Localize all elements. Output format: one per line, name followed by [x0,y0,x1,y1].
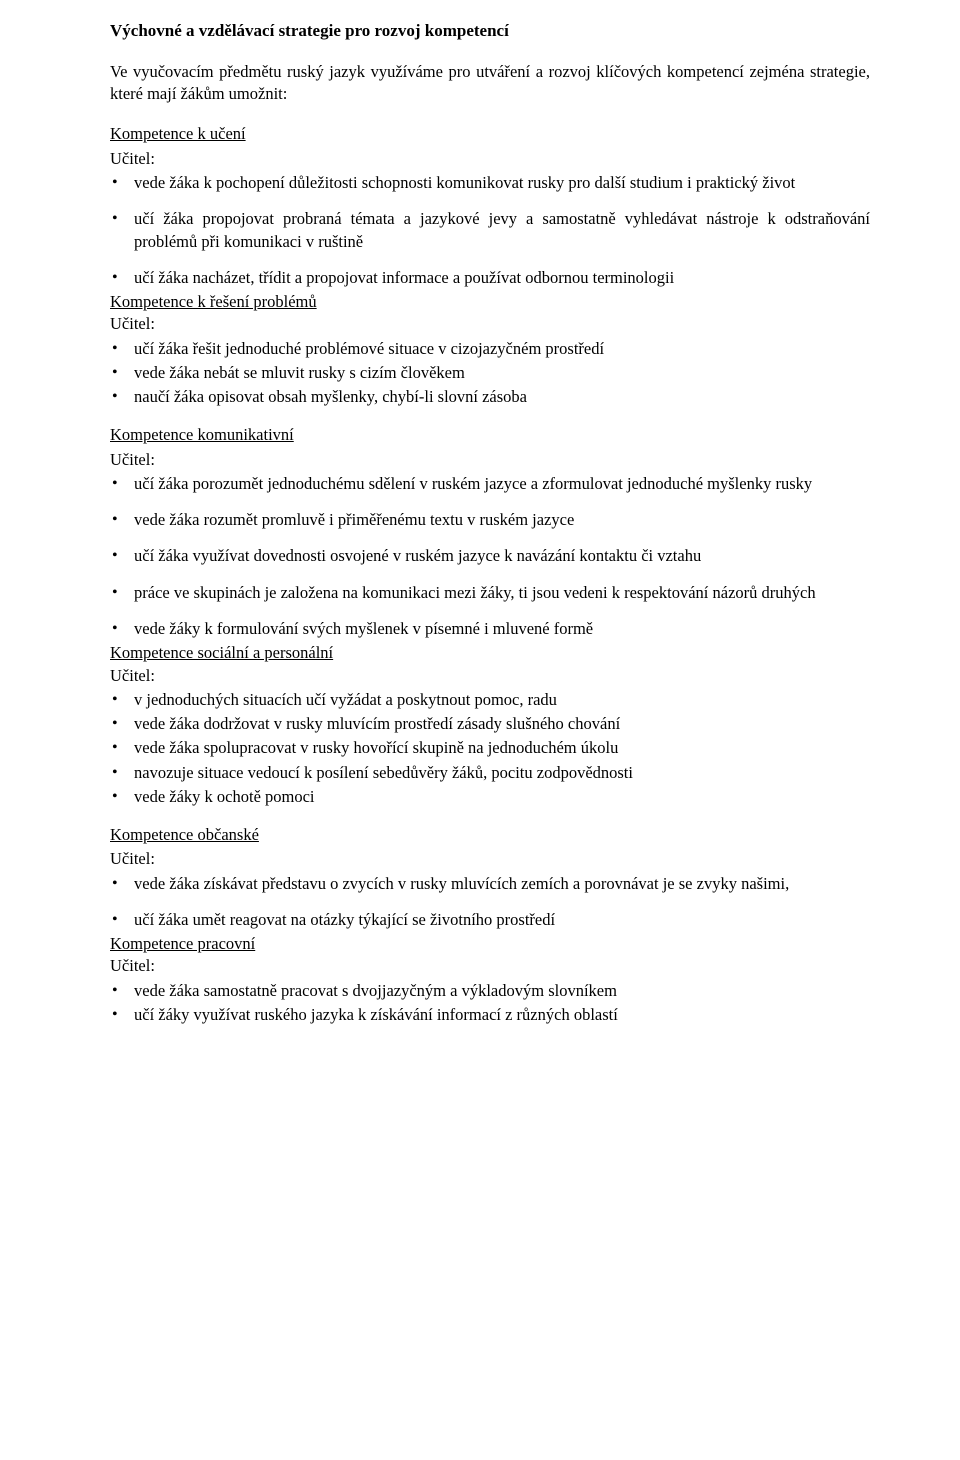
list-item: vede žáka získávat představu o zvycích v… [134,873,870,895]
list-item: učí žáka řešit jednoduché problémové sit… [134,338,870,360]
list-item: učí žáka využívat dovednosti osvojené v … [134,545,870,567]
section-heading-work: Kompetence pracovní [110,933,870,955]
section-heading-social: Kompetence sociální a personální [110,642,870,664]
list-item: učí žáka umět reagovat na otázky týkajíc… [134,909,870,931]
list-item: učí žáka propojovat probraná témata a ja… [134,208,870,253]
list-communicative: učí žáka porozumět jednoduchému sdělení … [110,473,870,640]
section-heading-text: Kompetence k řešení problémů [110,292,317,311]
list-social: v jednoduchých situacích učí vyžádat a p… [110,689,870,808]
list-item: navozuje situace vedoucí k posílení sebe… [134,762,870,784]
teacher-label: Učitel: [110,848,870,870]
list-item: práce ve skupinách je založena na komuni… [134,582,870,604]
section-heading-problem: Kompetence k řešení problémů [110,291,870,313]
list-item: vede žáka samostatně pracovat s dvojjazy… [134,980,870,1002]
teacher-label: Učitel: [110,148,870,170]
list-item: naučí žáka opisovat obsah myšlenky, chyb… [134,386,870,408]
section-heading-text: Kompetence pracovní [110,934,255,953]
list-item: vede žáka k pochopení důležitosti schopn… [134,172,870,194]
page-title: Výchovné a vzdělávací strategie pro rozv… [110,20,870,43]
section-heading-learning: Kompetence k učení [110,123,870,145]
list-item: vede žáky k ochotě pomoci [134,786,870,808]
section-heading-text: Kompetence sociální a personální [110,643,333,662]
list-item: vede žáka nebát se mluvit rusky s cizím … [134,362,870,384]
list-civic: vede žáka získávat představu o zvycích v… [110,873,870,932]
list-item: vede žáka dodržovat v rusky mluvícím pro… [134,713,870,735]
teacher-label: Učitel: [110,665,870,687]
teacher-label: Učitel: [110,955,870,977]
teacher-label: Učitel: [110,449,870,471]
list-item: v jednoduchých situacích učí vyžádat a p… [134,689,870,711]
list-item: vede žáka rozumět promluvě i přiměřenému… [134,509,870,531]
section-heading-civic: Kompetence občanské [110,824,870,846]
list-item: učí žáka porozumět jednoduchému sdělení … [134,473,870,495]
list-problem: učí žáka řešit jednoduché problémové sit… [110,338,870,409]
list-learning: vede žáka k pochopení důležitosti schopn… [110,172,870,289]
intro-paragraph: Ve vyučovacím předmětu ruský jazyk využí… [110,61,870,106]
list-item: vede žáka spolupracovat v rusky hovořící… [134,737,870,759]
list-item: učí žáky využívat ruského jazyka k získá… [134,1004,870,1026]
section-heading-communicative: Kompetence komunikativní [110,424,870,446]
list-item: vede žáky k formulování svých myšlenek v… [134,618,870,640]
teacher-label: Učitel: [110,313,870,335]
list-work: vede žáka samostatně pracovat s dvojjazy… [110,980,870,1027]
list-item: učí žáka nacházet, třídit a propojovat i… [134,267,870,289]
